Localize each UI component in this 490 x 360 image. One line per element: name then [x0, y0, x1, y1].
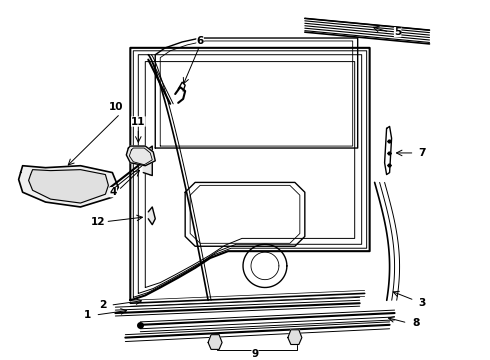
Text: 3: 3	[418, 298, 425, 308]
Polygon shape	[288, 330, 302, 345]
Text: 4: 4	[110, 187, 117, 197]
Text: 12: 12	[91, 217, 106, 227]
Text: 12: 12	[91, 217, 106, 227]
Text: 7: 7	[418, 148, 425, 158]
Polygon shape	[148, 207, 155, 225]
Text: 1: 1	[84, 310, 91, 320]
Polygon shape	[208, 335, 222, 350]
Text: 9: 9	[251, 349, 259, 359]
Polygon shape	[143, 146, 152, 176]
Text: 6: 6	[196, 36, 204, 46]
Text: 4: 4	[110, 187, 117, 197]
Text: 8: 8	[412, 318, 419, 328]
Polygon shape	[28, 170, 108, 203]
Text: 8: 8	[412, 318, 419, 328]
Text: 5: 5	[394, 27, 401, 37]
Text: 5: 5	[394, 27, 401, 37]
Text: 7: 7	[418, 148, 425, 158]
Text: 2: 2	[99, 300, 106, 310]
Text: 2: 2	[99, 300, 106, 310]
Text: 1: 1	[84, 310, 91, 320]
Text: 10: 10	[109, 102, 123, 112]
Text: 6: 6	[196, 36, 204, 46]
Polygon shape	[19, 166, 119, 207]
Text: 10: 10	[109, 102, 123, 112]
Text: 3: 3	[418, 298, 425, 308]
Text: 11: 11	[131, 117, 146, 126]
Text: 11: 11	[131, 117, 146, 126]
Polygon shape	[126, 146, 155, 166]
